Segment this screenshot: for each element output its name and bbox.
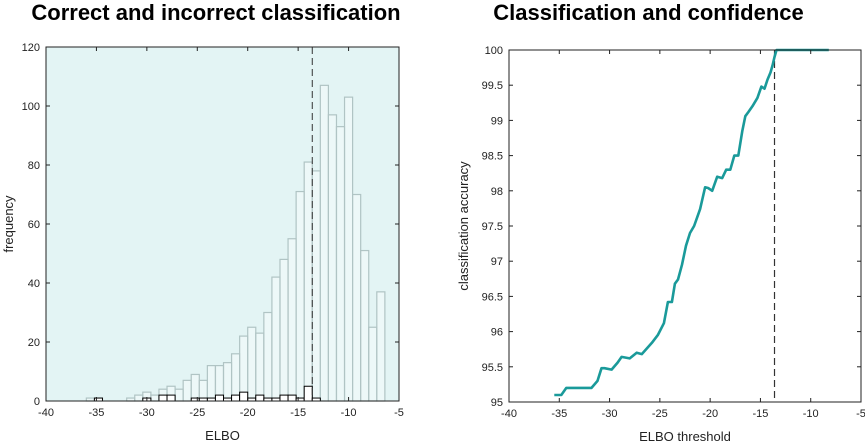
incorrect-bar: [214, 394, 225, 402]
correct-bar: [295, 190, 305, 402]
x-tick-label: -35: [551, 408, 567, 420]
correct-bar: [327, 114, 338, 402]
incorrect-bar: [287, 394, 297, 402]
x-tick-label: -10: [341, 407, 357, 419]
correct-bar: [335, 126, 346, 402]
x-tick-label: -10: [803, 408, 819, 420]
correct-bar: [206, 365, 217, 402]
y-tick-label: 60: [28, 219, 40, 231]
correct-bar: [222, 362, 233, 402]
y-tick-label: 96.5: [482, 291, 503, 303]
x-tick-label: -30: [139, 407, 155, 419]
incorrect-bar: [255, 394, 265, 402]
correct-bar: [247, 326, 257, 402]
correct-bar: [263, 311, 273, 402]
y-axis-label: classification accuracy: [456, 161, 471, 291]
y-tick-label: 0: [34, 396, 40, 408]
correct-bar: [319, 84, 329, 402]
correct-bar: [134, 394, 144, 402]
incorrect-bar: [279, 394, 289, 402]
incorrect-bar: [166, 394, 176, 402]
correct-bar: [182, 379, 192, 402]
correct-bar: [239, 335, 249, 402]
accuracy-chart: -40 -35 -30 -25 -20 -15 -10 -5 95 95.5 96 96.5 97 97.…: [456, 45, 865, 444]
x-tick-label: -40: [501, 408, 517, 420]
y-tick-label: 95: [491, 397, 503, 409]
correct-bar: [230, 353, 241, 402]
x-tick-label: -30: [602, 408, 618, 420]
y-tick-label: 100: [485, 45, 503, 57]
x-tick-label: -40: [38, 407, 54, 419]
accuracy-panel: Classification and confidence -40 -35 -30-…: [432, 0, 865, 444]
x-axis-label: ELBO: [205, 428, 240, 443]
x-tick-label: -20: [702, 408, 718, 420]
correct-bar: [311, 170, 321, 402]
correct-bar: [368, 326, 378, 402]
x-tick-label: -5: [856, 408, 865, 420]
plot-background: [509, 50, 861, 402]
correct-bar: [255, 332, 265, 402]
x-tick-label: -25: [652, 408, 668, 420]
x-axis-label: ELBO threshold: [639, 429, 731, 444]
correct-bar: [271, 276, 281, 402]
correct-bar: [303, 161, 313, 402]
incorrect-bar: [303, 385, 313, 402]
x-tick-label: -25: [189, 407, 205, 419]
x-tick-label: -15: [290, 407, 306, 419]
correct-bar: [352, 193, 362, 402]
y-tick-label: 98.5: [482, 151, 503, 163]
y-tick-label: 96: [491, 327, 503, 339]
correct-bar: [360, 249, 370, 402]
y-tick-label: 95.5: [482, 362, 503, 374]
correct-bar: [287, 238, 297, 402]
y-tick-label: 100: [22, 101, 40, 113]
y-tick-label: 20: [28, 337, 40, 349]
x-tick-label: -20: [240, 407, 256, 419]
y-tick-label: 97: [491, 256, 503, 268]
y-tick-label: 99.5: [482, 80, 503, 92]
y-tick-label: 97.5: [482, 221, 503, 233]
correct-bar: [174, 388, 184, 402]
y-tick-label: 98: [491, 186, 503, 198]
correct-bar: [279, 258, 289, 402]
y-tick-label: 40: [28, 278, 40, 290]
plot-background: [46, 47, 399, 401]
correct-bar: [376, 291, 386, 402]
accuracy-line: [554, 48, 829, 397]
accuracy-title: Classification and confidence: [493, 0, 804, 25]
correct-bar: [150, 394, 160, 402]
correct-bar: [343, 96, 354, 402]
y-tick-label: 80: [28, 160, 40, 172]
y-tick-label: 99: [491, 115, 503, 127]
y-axis-label: frequency: [1, 195, 16, 253]
incorrect-bar: [239, 391, 249, 402]
x-tick-label: -15: [752, 408, 768, 420]
incorrect-bar: [231, 394, 241, 402]
x-tick-label: -5: [394, 407, 404, 419]
x-tick-label: -35: [88, 407, 104, 419]
histogram-chart: -40 -35 -30 -25 -20 -15 -10 -5 0 20 40 60 80 100 120 EL…: [1, 42, 404, 443]
y-tick-label: 120: [22, 42, 40, 54]
histogram-panel: Correct and incorrect classification -40…: [0, 0, 432, 444]
correct-bar: [190, 373, 200, 402]
incorrect-bar: [158, 394, 168, 402]
histogram-title: Correct and incorrect classification: [31, 0, 401, 25]
